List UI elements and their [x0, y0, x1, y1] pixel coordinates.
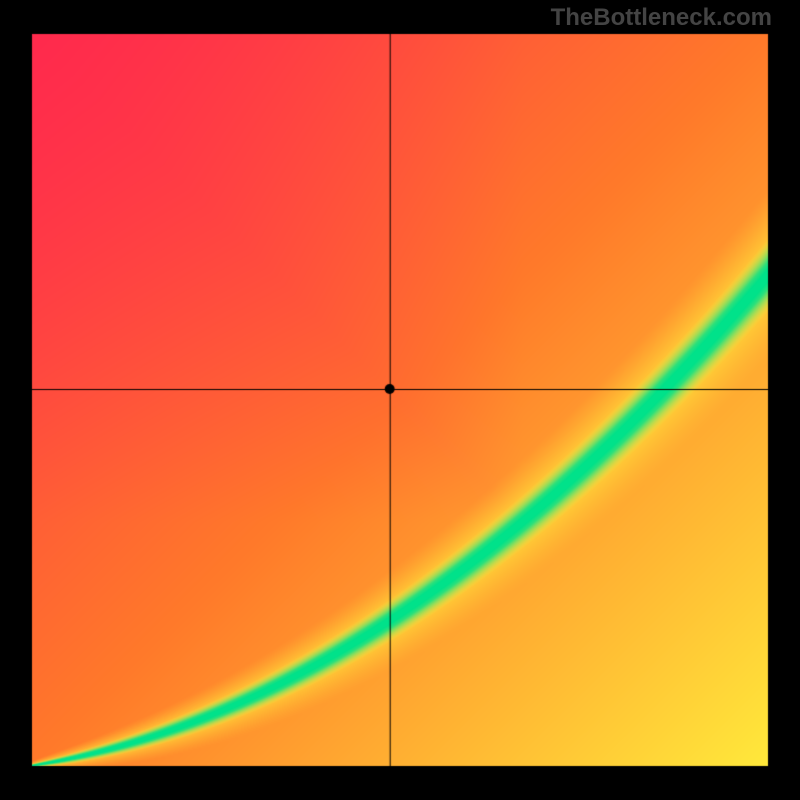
heatmap-canvas — [0, 0, 800, 800]
chart-root: { "image": { "width": 800, "height": 800… — [0, 0, 800, 800]
